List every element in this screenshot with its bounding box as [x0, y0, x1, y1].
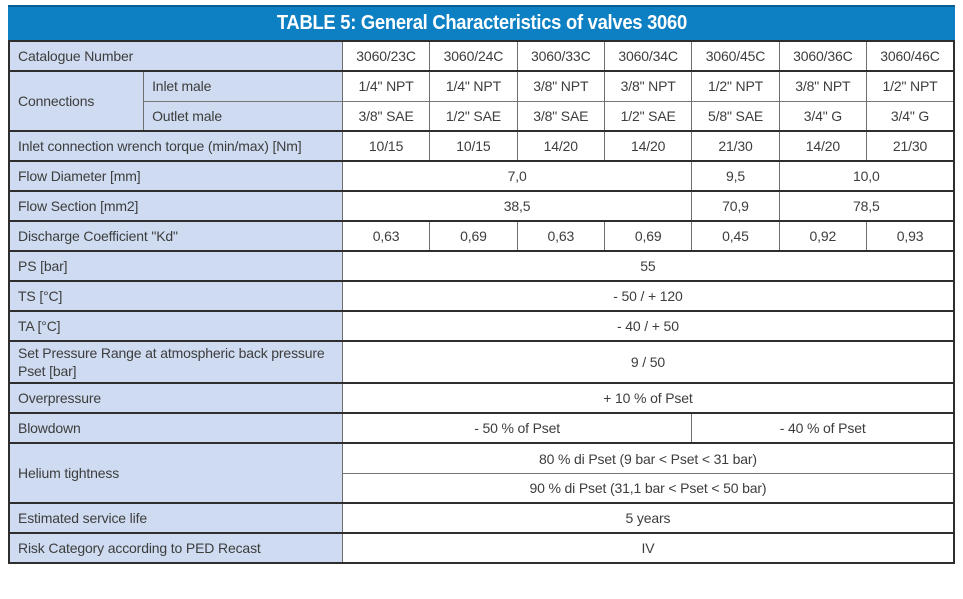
table-title-bar: TABLE 5: General Characteristics of valv… [8, 5, 955, 40]
outlet-male-cell: 1/2" SAE [603, 100, 692, 131]
ps-value-cell: 55 [341, 250, 954, 281]
outlet-male-cell: 3/8" SAE [516, 100, 605, 131]
flow-section-cell: 70,9 [691, 190, 780, 221]
overpressure-value-cell: + 10 % of Pset [341, 382, 954, 414]
inlet-male-cell: 3/8" NPT [778, 70, 867, 101]
ts-value-cell: - 50 / + 120 [341, 280, 954, 311]
row-risk-category: Risk Category according to PED Recast IV [8, 532, 954, 564]
discharge-coefficient-label: Discharge Coefficient "Kd" [8, 220, 343, 251]
ta-value-cell: - 40 / + 50 [341, 310, 954, 341]
set-pressure-range-label: Set Pressure Range at atmospheric back p… [8, 339, 343, 384]
inlet-male-label: Inlet male [143, 70, 343, 101]
catalogue-number-cell: 3060/23C [341, 40, 430, 71]
wrench-torque-cell: 10/15 [341, 130, 430, 161]
outlet-male-cell: 3/4" G [778, 100, 867, 131]
ts-label: TS [°C] [8, 280, 343, 311]
flow-diameter-label: Flow Diameter [mm] [8, 160, 343, 191]
inlet-male-cell: 1/4" NPT [341, 70, 430, 101]
wrench-torque-cell: 14/20 [603, 130, 692, 161]
catalogue-number-cell: 3060/36C [778, 40, 867, 71]
row-ps: PS [bar] 55 [8, 250, 954, 281]
flow-section-cell: 38,5 [341, 190, 692, 221]
row-ta: TA [°C] - 40 / + 50 [8, 310, 954, 341]
wrench-torque-cell: 10/15 [429, 130, 518, 161]
catalogue-number-label: Catalogue Number [8, 40, 343, 71]
connections-label: Connections [8, 70, 144, 131]
discharge-coefficient-cell: 0,63 [341, 220, 430, 251]
row-estimated-service-life: Estimated service life 5 years [8, 502, 954, 534]
table-5-sheet: TABLE 5: General Characteristics of valv… [8, 5, 955, 565]
risk-category-label: Risk Category according to PED Recast [8, 532, 343, 564]
row-catalogue-number: Catalogue Number 3060/23C 3060/24C 3060/… [8, 40, 954, 71]
discharge-coefficient-cell: 0,93 [866, 220, 954, 251]
outlet-male-label: Outlet male [143, 100, 343, 131]
row-flow-section: Flow Section [mm2] 38,5 70,9 78,5 [8, 190, 954, 221]
flow-diameter-cell: 10,0 [778, 160, 954, 191]
row-discharge-coefficient: Discharge Coefficient "Kd" 0,63 0,69 0,6… [8, 220, 954, 251]
discharge-coefficient-cell: 0,69 [603, 220, 692, 251]
risk-category-value-cell: IV [341, 532, 954, 564]
flow-diameter-cell: 9,5 [691, 160, 780, 191]
row-ts: TS [°C] - 50 / + 120 [8, 280, 954, 311]
ta-label: TA [°C] [8, 310, 343, 341]
helium-tightness-label: Helium tightness [8, 442, 343, 504]
catalogue-number-cell: 3060/46C [866, 40, 954, 71]
row-flow-diameter: Flow Diameter [mm] 7,0 9,5 10,0 [8, 160, 954, 191]
row-helium-tightness-2: 90 % di Pset (31,1 bar < Pset < 50 bar) [9, 472, 954, 504]
discharge-coefficient-cell: 0,63 [516, 220, 605, 251]
estimated-service-life-label: Estimated service life [8, 502, 343, 534]
set-pressure-range-value-cell: 9 / 50 [341, 339, 954, 384]
row-blowdown: Blowdown - 50 % of Pset - 40 % of Pset [8, 412, 954, 444]
discharge-coefficient-cell: 0,45 [691, 220, 780, 251]
discharge-coefficient-cell: 0,69 [429, 220, 518, 251]
row-helium-tightness-1: Helium tightness 80 % di Pset (9 bar < P… [8, 442, 954, 504]
wrench-torque-cell: 21/30 [866, 130, 954, 161]
row-overpressure: Overpressure + 10 % of Pset [8, 382, 954, 414]
wrench-torque-cell: 14/20 [516, 130, 605, 161]
ps-label: PS [bar] [8, 250, 343, 281]
outlet-male-cell: 5/8" SAE [691, 100, 780, 131]
row-wrench-torque: Inlet connection wrench torque (min/max)… [8, 130, 954, 161]
inlet-male-cell: 3/8" NPT [603, 70, 692, 101]
discharge-coefficient-cell: 0,92 [778, 220, 867, 251]
overpressure-label: Overpressure [8, 382, 343, 414]
helium-tightness-cell-2: 90 % di Pset (31,1 bar < Pset < 50 bar) [341, 472, 954, 504]
inlet-male-cell: 3/8" NPT [516, 70, 605, 101]
flow-diameter-cell: 7,0 [341, 160, 692, 191]
inlet-male-cell: 1/2" NPT [691, 70, 780, 101]
estimated-service-life-value-cell: 5 years [341, 502, 954, 534]
table-title: TABLE 5: General Characteristics of valv… [276, 12, 687, 34]
row-set-pressure-range: Set Pressure Range at atmospheric back p… [8, 339, 954, 384]
wrench-torque-cell: 21/30 [691, 130, 780, 161]
outlet-male-cell: 3/4" G [866, 100, 954, 131]
wrench-torque-label: Inlet connection wrench torque (min/max)… [8, 130, 343, 161]
catalogue-number-cell: 3060/33C [516, 40, 605, 71]
flow-section-label: Flow Section [mm2] [8, 190, 343, 221]
inlet-male-cell: 1/4" NPT [429, 70, 518, 101]
catalogue-number-cell: 3060/45C [691, 40, 780, 71]
inlet-male-cell: 1/2" NPT [866, 70, 954, 101]
catalogue-number-cell: 3060/34C [603, 40, 692, 71]
blowdown-right-cell: - 40 % of Pset [691, 412, 954, 444]
helium-tightness-cell-1: 80 % di Pset (9 bar < Pset < 31 bar) [341, 442, 954, 474]
flow-section-cell: 78,5 [778, 190, 954, 221]
blowdown-label: Blowdown [8, 412, 343, 444]
valve-characteristics-table: Catalogue Number 3060/23C 3060/24C 3060/… [8, 40, 955, 565]
row-connections-inlet: Connections Inlet male 1/4" NPT 1/4" NPT… [8, 70, 954, 131]
catalogue-number-cell: 3060/24C [429, 40, 518, 71]
blowdown-left-cell: - 50 % of Pset [341, 412, 692, 444]
row-connections-outlet: Outlet male 3/8" SAE 1/2" SAE 3/8" SAE 1… [9, 100, 954, 131]
outlet-male-cell: 1/2" SAE [429, 100, 518, 131]
outlet-male-cell: 3/8" SAE [341, 100, 430, 131]
wrench-torque-cell: 14/20 [778, 130, 867, 161]
